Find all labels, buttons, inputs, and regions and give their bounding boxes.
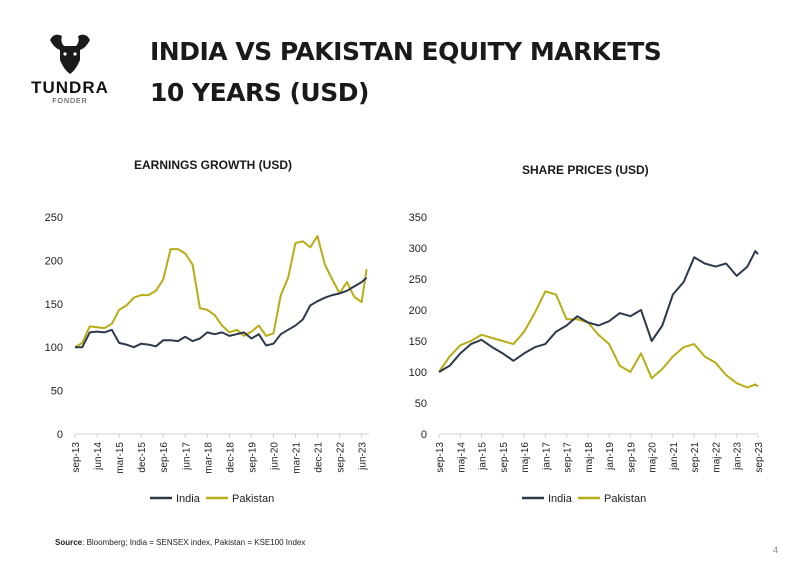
logo-subtitle: FONDER	[52, 98, 88, 105]
y-tick-label: 200	[45, 255, 63, 267]
page-number: 4	[772, 545, 778, 555]
x-tick-label: maj-16	[520, 442, 531, 473]
x-tick-label: maj-14	[456, 442, 467, 473]
x-tick-label: jun-14	[93, 442, 104, 471]
y-tick-label: 150	[45, 299, 63, 311]
x-tick-label: jan-23	[733, 442, 744, 471]
bull-head-icon	[50, 34, 90, 74]
x-tick-label: sep-13	[71, 442, 82, 473]
y-tick-label: 350	[409, 212, 427, 224]
legend-label-india: India	[548, 493, 573, 505]
x-tick-label: sep-23	[754, 442, 765, 473]
x-tick-label: sep-21	[690, 442, 701, 473]
series-line-india	[75, 277, 368, 349]
y-tick-label: 0	[421, 429, 427, 441]
x-tick-label: jun-23	[358, 442, 369, 471]
logo-wordmark: TUNDRA	[31, 78, 109, 97]
source-text: : Bloomberg; India = SENSEX index, Pakis…	[82, 538, 306, 547]
series-line-india	[438, 250, 759, 373]
x-tick-label: sep-13	[435, 442, 446, 473]
y-tick-label: 250	[45, 212, 63, 224]
x-tick-label: sep-19	[626, 442, 637, 473]
x-tick-label: mar-21	[292, 442, 303, 474]
series-line-pakistan	[438, 290, 759, 389]
legend-label-pakistan: Pakistan	[232, 493, 274, 505]
y-tick-label: 250	[409, 274, 427, 286]
x-tick-label: jan-15	[478, 442, 489, 471]
x-tick-label: sep-22	[336, 442, 347, 473]
page-title-line2: 10 YEARS (USD)	[150, 78, 369, 107]
page-title-line1: INDIA VS PAKISTAN EQUITY MARKETS	[150, 37, 662, 66]
y-tick-label: 150	[409, 336, 427, 348]
x-tick-label: maj-20	[648, 442, 659, 473]
x-tick-label: mar-15	[115, 442, 126, 474]
x-tick-label: dec-21	[314, 442, 325, 473]
y-tick-label: 200	[409, 305, 427, 317]
y-tick-label: 50	[415, 398, 427, 410]
y-tick-label: 50	[51, 386, 63, 398]
y-tick-label: 100	[45, 342, 63, 354]
x-tick-label: mar-18	[203, 442, 214, 474]
x-tick-label: jan-17	[541, 442, 552, 471]
x-tick-label: sep-17	[563, 442, 574, 473]
chart-title-share-prices: SHARE PRICES (USD)	[522, 163, 649, 177]
source-label: Source	[55, 538, 83, 547]
x-tick-label: jan-21	[669, 442, 680, 471]
y-tick-label: 0	[57, 429, 63, 441]
legend-label-pakistan: Pakistan	[604, 493, 646, 505]
x-tick-label: jan-19	[605, 442, 616, 471]
chart-title-earnings: EARNINGS GROWTH (USD)	[134, 158, 292, 172]
x-tick-label: jun-20	[269, 442, 280, 471]
x-tick-label: sep-16	[159, 442, 170, 473]
x-tick-label: sep-15	[499, 442, 510, 473]
x-tick-label: jun-17	[181, 442, 192, 471]
x-tick-label: dec-15	[137, 442, 148, 473]
x-tick-label: maj-18	[584, 442, 595, 473]
y-tick-label: 300	[409, 243, 427, 255]
x-tick-label: dec-18	[225, 442, 236, 473]
source-note: Source: Bloomberg; India = SENSEX index,…	[55, 538, 335, 548]
tundra-logo: TUNDRA FONDER	[20, 30, 120, 120]
series-line-pakistan	[74, 235, 368, 349]
legend-label-india: India	[176, 493, 201, 505]
x-tick-label: sep-19	[247, 442, 258, 473]
x-tick-label: maj-22	[711, 442, 722, 473]
y-tick-label: 100	[409, 367, 427, 379]
